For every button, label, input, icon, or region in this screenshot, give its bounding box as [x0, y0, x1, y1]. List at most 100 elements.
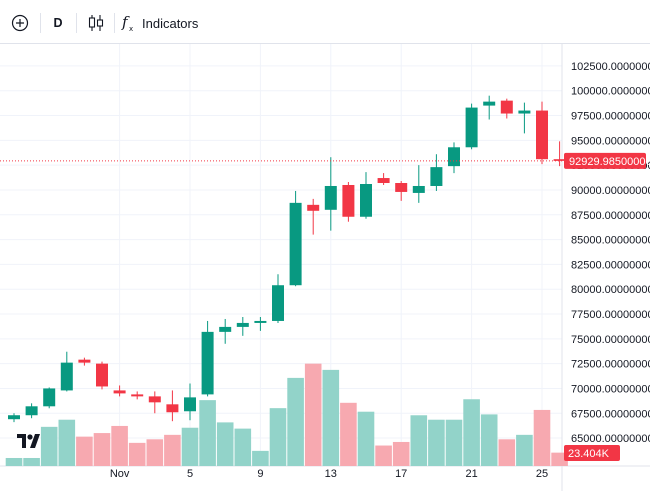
volume-bar: [40, 426, 58, 466]
candle-body: [254, 320, 267, 323]
volume-bar: [445, 419, 463, 466]
volume-bar: [480, 414, 498, 466]
volume-bar: [551, 452, 568, 466]
time-axis[interactable]: Nov 5 9 13 17 21 25: [110, 468, 548, 480]
volume-bar: [76, 436, 93, 466]
chart-area[interactable]: 102500.00000000 100000.00000000 97500.0000…: [0, 44, 650, 491]
volume-bar: [287, 377, 304, 466]
candle-body: [465, 107, 478, 148]
candle-body: [272, 285, 284, 321]
time-tick-label: 5: [187, 468, 193, 480]
candle-body: [360, 184, 372, 217]
axis-labels: 92929.98500000 23.404K: [564, 152, 650, 461]
toolbar-separator: [76, 13, 77, 33]
time-tick-label: 21: [465, 468, 477, 480]
volume-bar: [269, 408, 287, 466]
candle-body: [518, 110, 531, 114]
time-tick-label: 17: [395, 468, 407, 480]
candle-body: [219, 326, 232, 332]
price-tick-label: 90000.00000000: [571, 185, 650, 197]
candle-body: [500, 100, 513, 114]
interval-button[interactable]: D: [53, 16, 63, 30]
price-tick-label: 95000.00000000: [571, 135, 650, 147]
candle-body: [8, 415, 20, 420]
candle-body: [96, 363, 108, 387]
price-tick-label: 80000.00000000: [571, 284, 650, 296]
volume-bar: [234, 428, 252, 466]
svg-text:f: f: [121, 14, 130, 31]
price-tick-label: 82500.00000000: [571, 259, 650, 271]
price-axis[interactable]: 102500.00000000 100000.00000000 97500.0000…: [571, 61, 650, 445]
volume-bar: [5, 457, 23, 466]
tradingview-logo[interactable]: [15, 430, 43, 452]
volume-bar: [428, 419, 445, 466]
volume-bar: [392, 441, 410, 466]
price-tick-label: 100000.00000000: [571, 86, 650, 98]
svg-text:x: x: [129, 25, 133, 32]
candles: [8, 95, 566, 423]
volume-bar: [304, 363, 322, 466]
price-tick-label: 72500.00000000: [571, 359, 650, 371]
candle-body: [430, 167, 443, 186]
candle-body: [201, 331, 214, 395]
price-tick-label: 67500.00000000: [571, 408, 650, 420]
candle-body: [60, 362, 73, 391]
candle-body: [166, 404, 179, 413]
volume-bar: [463, 399, 480, 466]
price-tick-label: 102500.00000000: [571, 61, 650, 73]
candle-body: [324, 185, 337, 210]
candle-body: [448, 147, 460, 167]
last-price-label: 92929.98500000: [569, 156, 650, 168]
candle-body: [377, 178, 390, 184]
volume-bars: [5, 363, 568, 466]
volume-bar: [410, 415, 428, 466]
volume-label: 23.404K: [568, 448, 610, 460]
candle-body: [483, 101, 496, 106]
volume-bar: [128, 442, 146, 466]
candle-body: [395, 183, 408, 192]
function-icon: f x: [121, 14, 133, 32]
last-price-badge: [564, 152, 646, 169]
volume-bar: [216, 422, 234, 466]
price-tick-label: 77500.00000000: [571, 309, 650, 321]
volume-bar: [533, 409, 551, 466]
volume-bar: [498, 439, 516, 466]
volume-bar: [111, 425, 128, 466]
price-chart[interactable]: 102500.00000000 100000.00000000 97500.0000…: [0, 44, 650, 491]
volume-badge: [564, 445, 620, 461]
candle-body: [289, 202, 302, 286]
volume-bar: [181, 427, 199, 466]
volume-bar: [375, 445, 392, 466]
volume-bar: [199, 400, 216, 466]
volume-bar: [516, 434, 533, 466]
candle-body: [113, 390, 126, 394]
candles-icon: [88, 15, 104, 31]
candle-body: [78, 359, 91, 363]
price-tick-label: 70000.00000000: [571, 383, 650, 395]
candle-body: [131, 394, 144, 397]
candle-body: [148, 396, 161, 403]
volume-bar: [322, 369, 340, 466]
volume-bar: [93, 433, 111, 466]
candle-body: [43, 388, 56, 407]
candle-body: [307, 204, 320, 211]
top-toolbar: D f x Indicators: [0, 0, 650, 44]
add-symbol-button[interactable]: [6, 9, 34, 37]
volume-bar: [357, 411, 375, 466]
indicators-label: Indicators: [142, 15, 199, 31]
volume-bar: [23, 457, 40, 466]
price-tick-label: 87500.00000000: [571, 210, 650, 222]
time-tick-label: Nov: [110, 468, 130, 480]
price-tick-label: 65000.00000000: [571, 433, 650, 445]
volume-bar: [252, 450, 269, 466]
volume-bar: [58, 419, 76, 466]
time-tick-label: 25: [536, 468, 548, 480]
candle-body: [342, 184, 355, 217]
time-tick-label: 13: [325, 468, 337, 480]
price-tick-label: 85000.00000000: [571, 235, 650, 247]
indicators-button[interactable]: f x Indicators: [120, 9, 202, 37]
volume-bar: [164, 434, 181, 466]
price-tick-label: 75000.00000000: [571, 334, 650, 346]
candle-body: [236, 322, 249, 327]
chart-type-button[interactable]: [84, 9, 108, 37]
